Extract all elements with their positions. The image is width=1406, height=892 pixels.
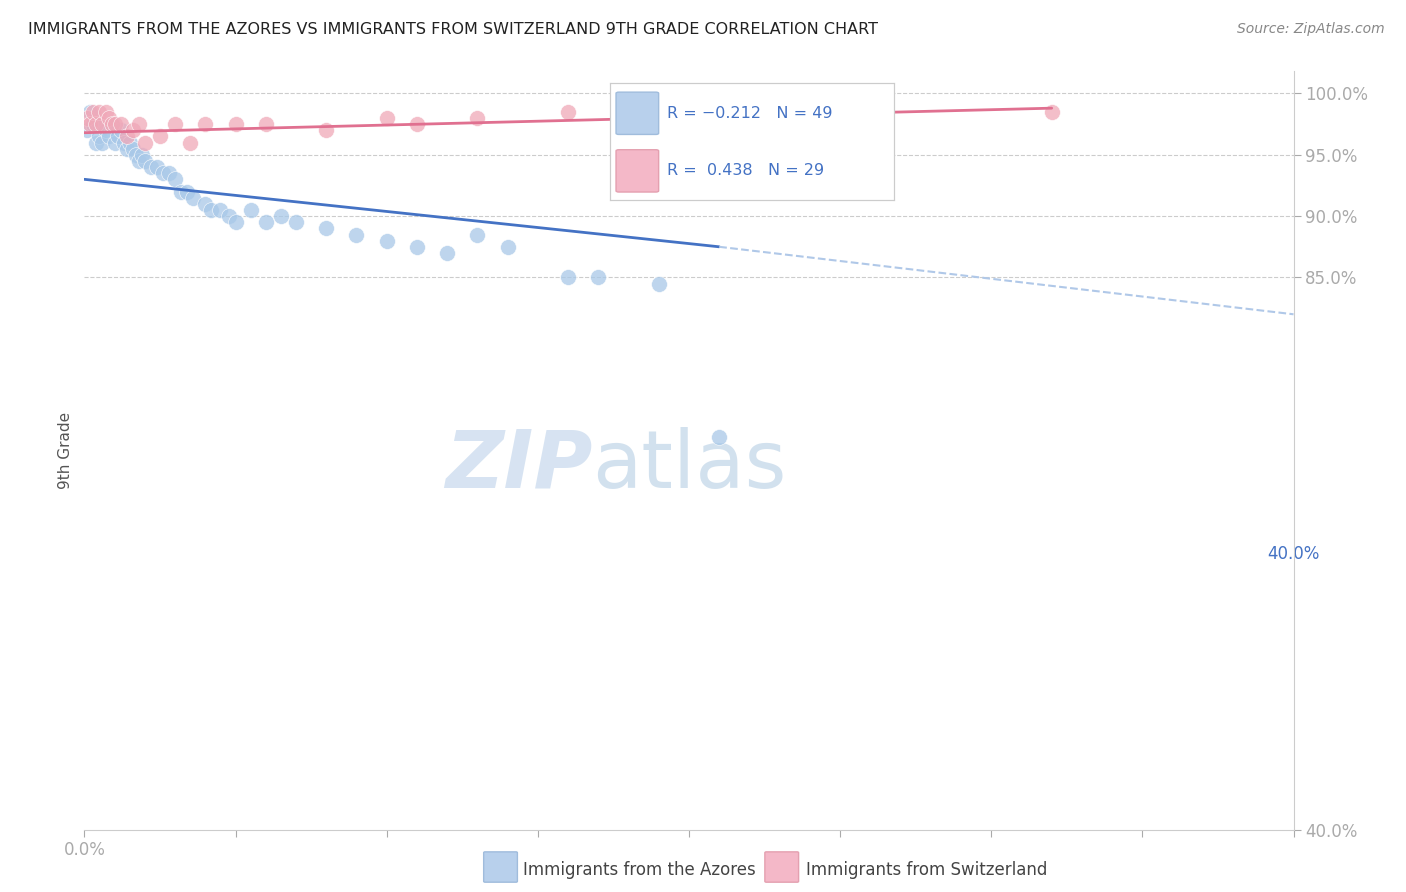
Point: [97, 111, 120, 125]
Point: [270, 209, 292, 223]
Point: [94, 104, 117, 119]
Point: [1040, 104, 1063, 119]
Point: [406, 117, 429, 131]
Point: [91, 117, 114, 131]
Point: [89, 117, 111, 131]
Point: [254, 215, 277, 229]
Point: [496, 240, 519, 254]
Point: [218, 209, 240, 223]
Point: [165, 117, 187, 131]
Point: [128, 117, 150, 131]
Point: [648, 277, 671, 291]
Point: [134, 153, 156, 168]
Point: [557, 104, 579, 119]
Point: [678, 104, 700, 119]
Point: [112, 136, 135, 150]
Point: [97, 129, 120, 144]
Point: [285, 215, 308, 229]
Point: [209, 202, 232, 217]
Point: [79, 117, 101, 131]
Point: [89, 129, 111, 144]
Point: [89, 104, 111, 119]
Point: [121, 142, 143, 156]
Point: [115, 142, 138, 156]
Point: [406, 240, 429, 254]
Point: [830, 104, 852, 119]
Point: [94, 123, 117, 137]
Text: IMMIGRANTS FROM THE AZORES VS IMMIGRANTS FROM SWITZERLAND 9TH GRADE CORRELATION : IMMIGRANTS FROM THE AZORES VS IMMIGRANTS…: [28, 22, 879, 37]
Point: [225, 215, 247, 229]
Point: [225, 117, 247, 131]
Point: [239, 202, 262, 217]
Text: ZIP: ZIP: [444, 426, 592, 505]
Point: [315, 123, 337, 137]
Point: [146, 160, 169, 174]
Text: Immigrants from Switzerland: Immigrants from Switzerland: [806, 861, 1047, 879]
Text: atlas: atlas: [592, 426, 786, 505]
Point: [91, 136, 114, 150]
Point: [100, 117, 122, 131]
Point: [82, 104, 104, 119]
Point: [128, 153, 150, 168]
Text: Immigrants from the Azores: Immigrants from the Azores: [523, 861, 756, 879]
Point: [76, 123, 98, 137]
Point: [104, 136, 127, 150]
Point: [139, 160, 162, 174]
Point: [121, 123, 143, 137]
Point: [165, 172, 187, 186]
Point: [315, 221, 337, 235]
Point: [194, 117, 217, 131]
Point: [79, 104, 101, 119]
Point: [375, 111, 398, 125]
Point: [82, 117, 104, 131]
Point: [107, 129, 129, 144]
Point: [200, 202, 222, 217]
Point: [557, 270, 579, 285]
Text: Source: ZipAtlas.com: Source: ZipAtlas.com: [1237, 22, 1385, 37]
Point: [588, 270, 610, 285]
Point: [709, 430, 731, 444]
Text: 40.0%: 40.0%: [1267, 545, 1320, 563]
Point: [152, 166, 174, 180]
Point: [131, 148, 153, 162]
Point: [134, 136, 156, 150]
Point: [436, 246, 458, 260]
Point: [467, 227, 489, 242]
Point: [254, 117, 277, 131]
Point: [86, 117, 108, 131]
Point: [346, 227, 368, 242]
Point: [110, 117, 132, 131]
Point: [76, 111, 98, 125]
Point: [181, 191, 204, 205]
Point: [115, 129, 138, 144]
Point: [125, 148, 148, 162]
Point: [86, 136, 108, 150]
Point: [100, 117, 122, 131]
Point: [104, 117, 127, 131]
Point: [467, 111, 489, 125]
Point: [170, 185, 193, 199]
Point: [110, 123, 132, 137]
Point: [149, 129, 172, 144]
Point: [157, 166, 180, 180]
Point: [375, 234, 398, 248]
Point: [194, 197, 217, 211]
Point: [179, 136, 201, 150]
Point: [176, 185, 198, 199]
Point: [118, 136, 141, 150]
Y-axis label: 9th Grade: 9th Grade: [58, 412, 73, 489]
